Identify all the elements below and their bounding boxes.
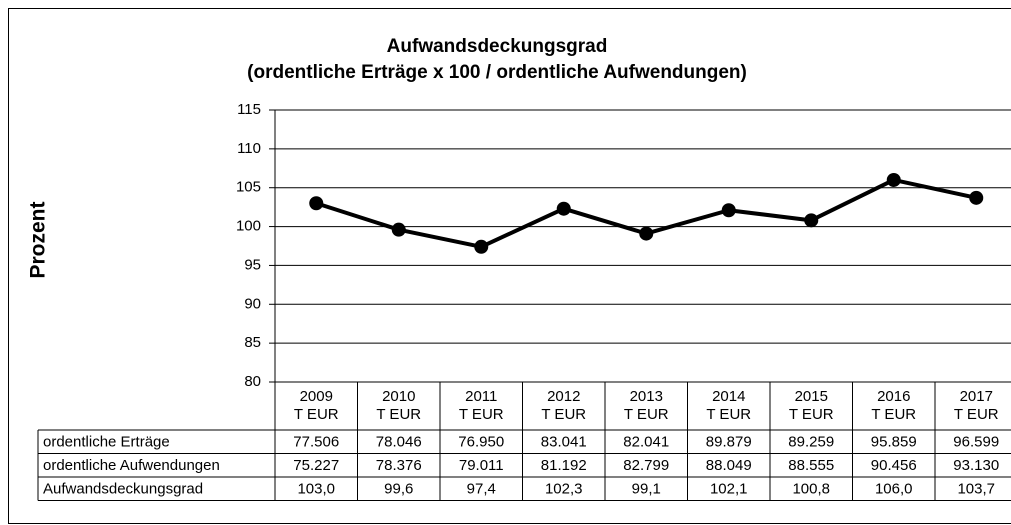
table-cell: 88.049 — [706, 457, 752, 474]
data-point — [474, 239, 489, 254]
x-tick-label: 2017 — [960, 388, 993, 405]
x-tick-unit: T EUR — [376, 406, 421, 423]
table-cell: 76.950 — [458, 434, 504, 451]
x-tick-label: 2013 — [630, 388, 663, 405]
y-tick-label: 100 — [236, 218, 261, 235]
chart-border — [8, 8, 1011, 524]
row-label: Aufwandsdeckungsgrad — [43, 481, 203, 498]
table-cell: 75.227 — [293, 457, 339, 474]
y-axis-label: Prozent — [27, 201, 50, 278]
x-tick-label: 2016 — [877, 388, 910, 405]
data-label: 100,8 — [792, 481, 830, 498]
x-tick-unit: T EUR — [871, 406, 916, 423]
y-tick-label: 85 — [244, 334, 261, 351]
table-cell: 95.859 — [871, 434, 917, 451]
data-label: 103,0 — [297, 481, 335, 498]
data-label: 102,1 — [710, 481, 748, 498]
data-label: 106,0 — [875, 481, 913, 498]
data-label: 97,4 — [467, 481, 496, 498]
x-tick-unit: T EUR — [459, 406, 504, 423]
data-point — [969, 190, 984, 205]
data-point — [721, 203, 736, 218]
table-cell: 82.799 — [623, 457, 669, 474]
table-cell: 78.376 — [376, 457, 422, 474]
x-tick-label: 2014 — [712, 388, 745, 405]
x-tick-unit: T EUR — [706, 406, 751, 423]
y-tick-label: 90 — [244, 295, 261, 312]
data-point — [639, 226, 654, 241]
data-label: 99,6 — [384, 481, 413, 498]
table-cell: 88.555 — [788, 457, 834, 474]
table-cell: 89.259 — [788, 434, 834, 451]
data-label: 99,1 — [632, 481, 661, 498]
x-tick-label: 2015 — [795, 388, 828, 405]
row-label: ordentliche Erträge — [43, 434, 170, 451]
table-cell: 83.041 — [541, 434, 587, 451]
y-tick-label: 115 — [237, 101, 261, 118]
table-cell: 90.456 — [871, 457, 917, 474]
table-cell: 96.599 — [953, 434, 999, 451]
data-label: 103,7 — [957, 481, 995, 498]
data-point — [391, 222, 406, 237]
y-tick-label: 95 — [244, 256, 261, 273]
x-tick-unit: T EUR — [954, 406, 999, 423]
row-label: ordentliche Aufwendungen — [43, 457, 220, 474]
data-point — [804, 213, 819, 228]
x-tick-label: 2010 — [382, 388, 415, 405]
chart-subtitle: (ordentliche Erträge x 100 / ordentliche… — [247, 62, 747, 83]
y-tick-label: 80 — [244, 373, 261, 390]
table-cell: 81.192 — [541, 457, 587, 474]
x-tick-label: 2009 — [300, 388, 333, 405]
table-cell: 78.046 — [376, 434, 422, 451]
y-tick-label: 110 — [237, 140, 261, 157]
table-cell: 77.506 — [293, 434, 339, 451]
chart-title: Aufwandsdeckungsgrad — [387, 36, 608, 57]
table-cell: 93.130 — [953, 457, 999, 474]
table-cell: 79.011 — [459, 457, 504, 474]
x-tick-unit: T EUR — [294, 406, 339, 423]
data-point — [556, 201, 571, 216]
table-cell: 82.041 — [623, 434, 669, 451]
data-label: 102,3 — [545, 481, 583, 498]
y-tick-label: 105 — [236, 179, 261, 196]
x-tick-label: 2012 — [547, 388, 580, 405]
x-tick-unit: T EUR — [541, 406, 586, 423]
x-tick-label: 2011 — [465, 388, 497, 405]
x-tick-unit: T EUR — [789, 406, 834, 423]
x-tick-unit: T EUR — [624, 406, 669, 423]
data-point — [309, 196, 324, 211]
table-cell: 89.879 — [706, 434, 752, 451]
data-point — [886, 172, 901, 187]
